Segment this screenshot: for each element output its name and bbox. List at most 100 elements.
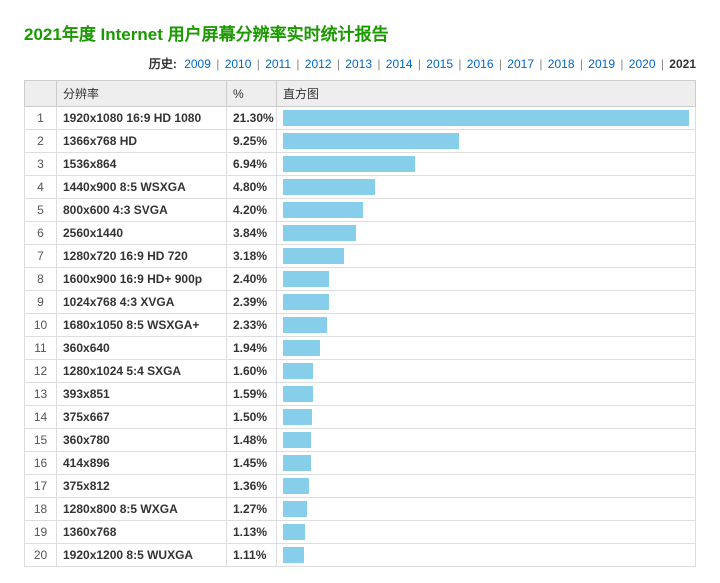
history-year-link[interactable]: 2016 bbox=[467, 57, 494, 71]
row-bar-cell bbox=[277, 176, 696, 199]
table-row: 16414x8961.45% bbox=[25, 452, 696, 475]
row-bar-cell bbox=[277, 406, 696, 429]
separator: | bbox=[334, 57, 344, 71]
row-index: 18 bbox=[25, 498, 57, 521]
row-bar-cell bbox=[277, 360, 696, 383]
row-index: 5 bbox=[25, 199, 57, 222]
history-year-link[interactable]: 2009 bbox=[184, 57, 211, 71]
row-bar-cell bbox=[277, 452, 696, 475]
row-percent: 1.45% bbox=[227, 452, 277, 475]
histogram-bar bbox=[283, 271, 329, 287]
table-row: 11920x1080 16:9 HD 108021.30% bbox=[25, 107, 696, 130]
row-percent: 9.25% bbox=[227, 130, 277, 153]
histogram-bar bbox=[283, 202, 363, 218]
row-resolution: 1920x1080 16:9 HD 1080 bbox=[57, 107, 227, 130]
histogram-bar bbox=[283, 156, 415, 172]
history-year-link[interactable]: 2015 bbox=[426, 57, 453, 71]
row-index: 13 bbox=[25, 383, 57, 406]
table-row: 181280x800 8:5 WXGA1.27% bbox=[25, 498, 696, 521]
row-percent: 1.94% bbox=[227, 337, 277, 360]
row-percent: 2.39% bbox=[227, 291, 277, 314]
table-row: 191360x7681.13% bbox=[25, 521, 696, 544]
history-year-link[interactable]: 2018 bbox=[548, 57, 575, 71]
table-row: 5800x600 4:3 SVGA4.20% bbox=[25, 199, 696, 222]
row-bar-cell bbox=[277, 337, 696, 360]
separator: | bbox=[253, 57, 263, 71]
header-resolution: 分辨率 bbox=[57, 81, 227, 107]
row-bar-cell bbox=[277, 199, 696, 222]
row-index: 9 bbox=[25, 291, 57, 314]
histogram-bar bbox=[283, 363, 313, 379]
histogram-bar bbox=[283, 294, 329, 310]
row-index: 19 bbox=[25, 521, 57, 544]
row-bar-cell bbox=[277, 314, 696, 337]
histogram-bar bbox=[283, 110, 689, 126]
history-year-link[interactable]: 2011 bbox=[265, 57, 291, 71]
row-bar-cell bbox=[277, 291, 696, 314]
separator: | bbox=[455, 57, 465, 71]
table-row: 11360x6401.94% bbox=[25, 337, 696, 360]
histogram-bar bbox=[283, 455, 311, 471]
row-percent: 1.59% bbox=[227, 383, 277, 406]
row-bar-cell bbox=[277, 521, 696, 544]
row-percent: 1.60% bbox=[227, 360, 277, 383]
header-percent: % bbox=[227, 81, 277, 107]
separator: | bbox=[536, 57, 546, 71]
row-percent: 21.30% bbox=[227, 107, 277, 130]
row-index: 17 bbox=[25, 475, 57, 498]
row-resolution: 1680x1050 8:5 WSXGA+ bbox=[57, 314, 227, 337]
separator: | bbox=[415, 57, 425, 71]
histogram-bar bbox=[283, 133, 459, 149]
history-year-link[interactable]: 2010 bbox=[225, 57, 252, 71]
row-resolution: 1920x1200 8:5 WUXGA bbox=[57, 544, 227, 567]
row-resolution: 393x851 bbox=[57, 383, 227, 406]
table-row: 81600x900 16:9 HD+ 900p2.40% bbox=[25, 268, 696, 291]
histogram-bar bbox=[283, 478, 309, 494]
table-row: 17375x8121.36% bbox=[25, 475, 696, 498]
table-row: 71280x720 16:9 HD 7203.18% bbox=[25, 245, 696, 268]
history-year-link[interactable]: 2017 bbox=[507, 57, 534, 71]
row-index: 2 bbox=[25, 130, 57, 153]
row-index: 7 bbox=[25, 245, 57, 268]
history-year-link[interactable]: 2019 bbox=[588, 57, 615, 71]
row-index: 10 bbox=[25, 314, 57, 337]
row-bar-cell bbox=[277, 498, 696, 521]
row-bar-cell bbox=[277, 245, 696, 268]
row-bar-cell bbox=[277, 383, 696, 406]
row-resolution: 1366x768 HD bbox=[57, 130, 227, 153]
histogram-bar bbox=[283, 248, 344, 264]
row-bar-cell bbox=[277, 475, 696, 498]
row-percent: 1.50% bbox=[227, 406, 277, 429]
row-bar-cell bbox=[277, 107, 696, 130]
history-year-link[interactable]: 2014 bbox=[386, 57, 413, 71]
row-percent: 4.80% bbox=[227, 176, 277, 199]
row-bar-cell bbox=[277, 544, 696, 567]
separator: | bbox=[577, 57, 587, 71]
separator: | bbox=[496, 57, 506, 71]
row-resolution: 375x812 bbox=[57, 475, 227, 498]
histogram-bar bbox=[283, 547, 304, 563]
histogram-bar bbox=[283, 409, 312, 425]
row-percent: 1.48% bbox=[227, 429, 277, 452]
history-year-link[interactable]: 2020 bbox=[629, 57, 656, 71]
row-resolution: 1024x768 4:3 XVGA bbox=[57, 291, 227, 314]
header-histogram: 直方图 bbox=[277, 81, 696, 107]
table-row: 14375x6671.50% bbox=[25, 406, 696, 429]
histogram-bar bbox=[283, 386, 313, 402]
row-resolution: 1280x1024 5:4 SXGA bbox=[57, 360, 227, 383]
row-index: 12 bbox=[25, 360, 57, 383]
row-index: 4 bbox=[25, 176, 57, 199]
history-year-link[interactable]: 2013 bbox=[345, 57, 372, 71]
histogram-bar bbox=[283, 225, 356, 241]
row-percent: 2.40% bbox=[227, 268, 277, 291]
row-resolution: 2560x1440 bbox=[57, 222, 227, 245]
row-resolution: 1280x720 16:9 HD 720 bbox=[57, 245, 227, 268]
history-label: 历史: bbox=[149, 57, 177, 71]
row-percent: 4.20% bbox=[227, 199, 277, 222]
row-resolution: 1280x800 8:5 WXGA bbox=[57, 498, 227, 521]
history-current-year: 2021 bbox=[669, 57, 696, 71]
history-year-link[interactable]: 2012 bbox=[305, 57, 332, 71]
table-row: 62560x14403.84% bbox=[25, 222, 696, 245]
page-title: 2021年度 Internet 用户屏幕分辨率实时统计报告 bbox=[24, 20, 696, 45]
row-resolution: 360x640 bbox=[57, 337, 227, 360]
